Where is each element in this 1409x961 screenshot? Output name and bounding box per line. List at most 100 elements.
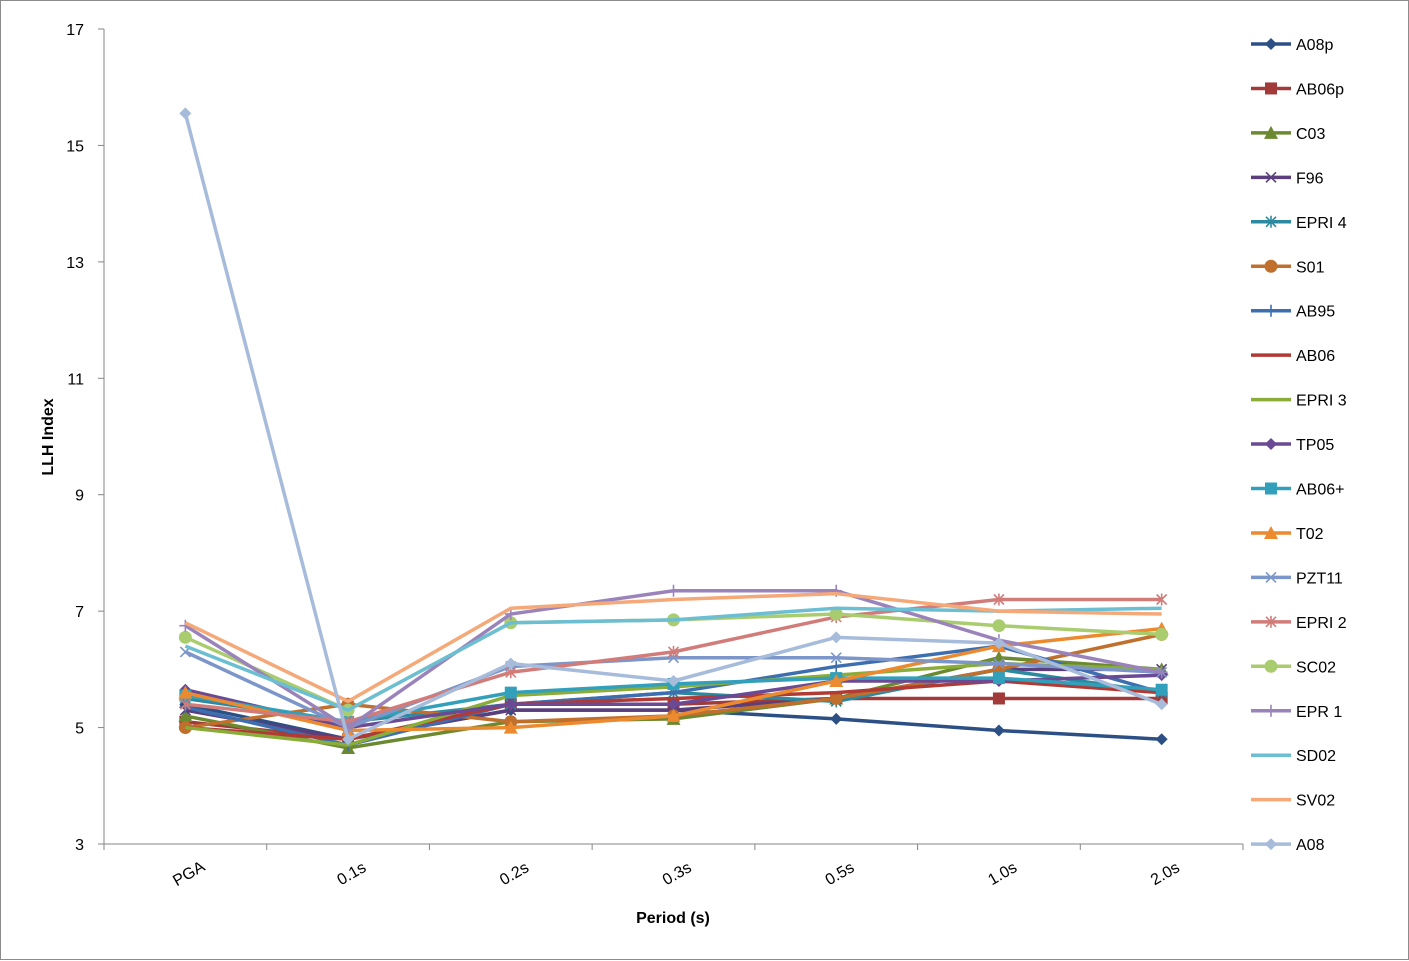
legend-marker <box>1264 259 1278 273</box>
legend-item-t02: T02 <box>1251 525 1324 543</box>
legend-marker <box>1265 838 1277 851</box>
legend-item-ab06p: AB06p <box>1251 81 1344 98</box>
y-tick-label: 13 <box>66 255 84 272</box>
legend-label: AB06 <box>1296 348 1335 365</box>
data-point-a08p <box>992 724 1005 737</box>
series-line-sv02 <box>184 591 1162 704</box>
legend-label: C03 <box>1296 126 1325 143</box>
legend-label: AB06p <box>1296 81 1344 98</box>
legend-marker <box>1264 125 1278 139</box>
data-point-epri-2 <box>179 698 191 711</box>
legend-item-ab95: AB95 <box>1251 304 1335 321</box>
data-point-pzt11 <box>993 657 1005 670</box>
legend-label: S01 <box>1296 259 1325 276</box>
x-tick-label: 2.0s <box>1148 859 1183 889</box>
data-point-ab06 <box>992 672 1005 685</box>
legend-item-tp05: TP05 <box>1251 437 1334 454</box>
data-point-a08 <box>830 631 843 644</box>
data-point-a08 <box>179 107 192 120</box>
y-tick-label: 3 <box>75 837 84 854</box>
legend-marker <box>1265 304 1277 317</box>
data-point-ab06p <box>992 692 1005 705</box>
legend-item-epri-4: EPRI 4 <box>1251 215 1347 232</box>
legend-label: AB06+ <box>1296 482 1344 499</box>
data-point-t02 <box>503 720 518 734</box>
legend-label: EPR 1 <box>1296 704 1342 721</box>
legend-item-a08p: A08p <box>1251 37 1333 54</box>
legend-label: A08p <box>1296 37 1333 54</box>
legend-label: SC02 <box>1296 659 1336 676</box>
legend-marker <box>1264 659 1278 673</box>
series-layer <box>178 107 1169 754</box>
legend-item-pzt11: PZT11 <box>1251 570 1343 587</box>
x-tick-label: 0.1s <box>334 859 369 889</box>
data-point-t02 <box>666 708 681 722</box>
data-point-a08 <box>667 675 680 687</box>
legend-item-ab06: AB06 <box>1251 348 1335 365</box>
legend-label: T02 <box>1296 526 1324 543</box>
legend-label: EPRI 2 <box>1296 615 1347 632</box>
legend-label: A08 <box>1296 837 1325 854</box>
legend-item-epri-2: EPRI 2 <box>1251 615 1347 632</box>
data-point-tp05 <box>667 698 680 711</box>
data-point-epri-2 <box>993 593 1005 606</box>
legend-item-s01: S01 <box>1251 259 1325 276</box>
legend-marker <box>1265 615 1277 628</box>
data-point-sc02 <box>992 619 1006 633</box>
x-tick-label: 0.3s <box>660 859 695 889</box>
data-point-a08 <box>504 657 517 670</box>
x-tick-label: 0.5s <box>823 859 858 889</box>
data-point-sc02 <box>178 630 192 644</box>
data-point-a08p <box>830 712 843 725</box>
data-point-a08p <box>1155 733 1168 746</box>
data-point-t02 <box>829 674 844 687</box>
y-tick-label: 15 <box>66 138 84 155</box>
y-tick-label: 5 <box>75 721 84 738</box>
series-a08 <box>179 107 1168 746</box>
axes-layer: 3 5 7 9 11 13 15 17 PGA 0.1s 0.2s 0.3s 0.5s 1.0s 2.0s <box>66 22 1244 890</box>
y-tick-label: 7 <box>75 604 84 621</box>
y-tick-label: 11 <box>67 371 84 388</box>
y-tick-label: 9 <box>75 488 84 505</box>
legend-item-ab06: AB06+ <box>1251 482 1344 499</box>
x-tick-label: PGA <box>170 858 208 890</box>
legend-marker <box>1265 438 1277 451</box>
legend-marker <box>1265 215 1277 228</box>
legend-item-sd02: SD02 <box>1251 748 1336 765</box>
legend-item-a08: A08 <box>1251 837 1325 854</box>
data-point-tp05 <box>504 698 517 711</box>
legend-marker <box>1265 704 1277 717</box>
legend-label: AB95 <box>1296 304 1335 321</box>
data-point-sc02 <box>1155 627 1169 641</box>
legend: A08p AB06p C03 F96 EPRI 4 S01 AB95 AB06 EPRI 3 TP… <box>1251 37 1347 854</box>
data-point-epri-2 <box>1156 593 1168 606</box>
x-tick-label: 1.0s <box>985 859 1020 889</box>
data-point-epr-1 <box>667 584 680 597</box>
data-point-t02 <box>178 685 193 699</box>
legend-label: F96 <box>1296 170 1324 187</box>
legend-marker <box>1265 482 1277 495</box>
legend-item-epr-1: EPR 1 <box>1251 704 1342 721</box>
data-point-pzt11 <box>830 652 842 664</box>
legend-label: TP05 <box>1296 437 1334 454</box>
legend-label: EPRI 4 <box>1296 215 1347 232</box>
legend-marker <box>1264 525 1278 539</box>
legend-marker <box>1265 571 1277 583</box>
legend-marker <box>1265 82 1277 95</box>
data-point-a08 <box>342 733 355 746</box>
data-point-a08 <box>1155 698 1168 711</box>
y-axis-title: LLH Index <box>40 398 57 475</box>
data-point-s01 <box>829 691 843 705</box>
legend-item-f96: F96 <box>1251 170 1324 187</box>
legend-item-c03: C03 <box>1251 126 1325 143</box>
data-point-ab06 <box>1155 683 1168 696</box>
legend-marker <box>1265 38 1277 50</box>
legend-label: PZT11 <box>1296 570 1343 587</box>
data-point-a08 <box>992 637 1005 650</box>
data-point-c03 <box>178 708 193 722</box>
legend-item-sc02: SC02 <box>1251 659 1336 676</box>
series-sv02 <box>184 591 1162 704</box>
data-point-ab95 <box>830 660 843 673</box>
x-axis-title: Period (s) <box>636 910 710 927</box>
legend-item-epri-3: EPRI 3 <box>1251 393 1347 410</box>
